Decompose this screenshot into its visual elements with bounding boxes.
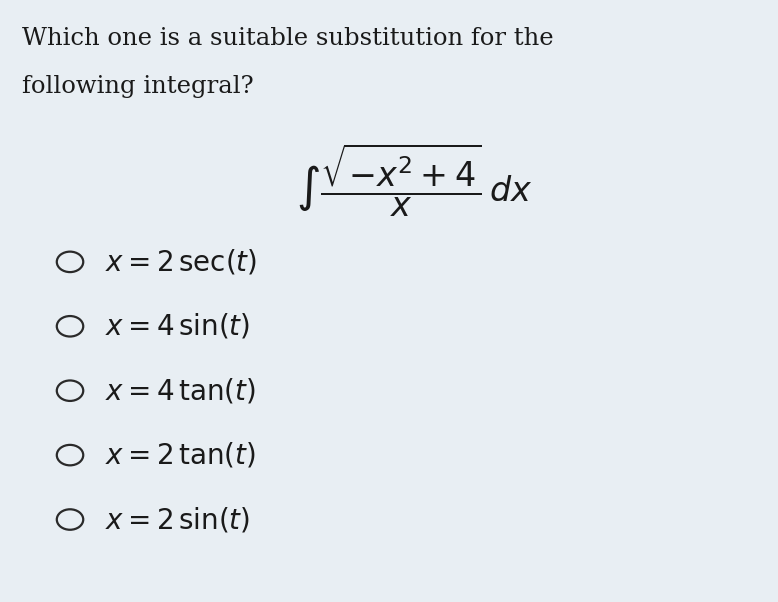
Text: $x = 4\,\mathrm{tan}(t)$: $x = 4\,\mathrm{tan}(t)$ xyxy=(105,376,256,405)
Text: $x = 2\,\mathrm{sin}(t)$: $x = 2\,\mathrm{sin}(t)$ xyxy=(105,505,251,534)
Text: $x = 4\,\mathrm{sin}(t)$: $x = 4\,\mathrm{sin}(t)$ xyxy=(105,312,251,341)
Text: following integral?: following integral? xyxy=(22,75,254,98)
Text: $\int \dfrac{\sqrt{-x^2+4}}{x}\, dx$: $\int \dfrac{\sqrt{-x^2+4}}{x}\, dx$ xyxy=(296,141,532,219)
Text: $x = 2\,\mathrm{sec}(t)$: $x = 2\,\mathrm{sec}(t)$ xyxy=(105,247,258,276)
Text: Which one is a suitable substitution for the: Which one is a suitable substitution for… xyxy=(22,27,553,50)
Text: $x = 2\,\mathrm{tan}(t)$: $x = 2\,\mathrm{tan}(t)$ xyxy=(105,441,256,470)
